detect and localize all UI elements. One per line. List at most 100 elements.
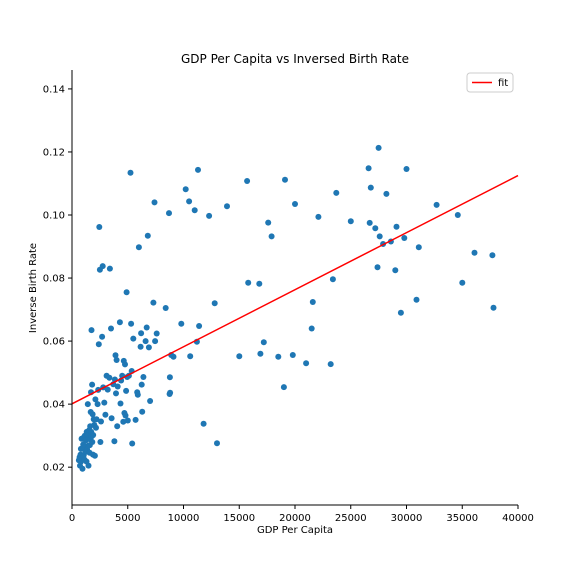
data-point [393,223,400,230]
data-point [129,440,136,447]
data-point [268,233,275,240]
plot-area [71,144,519,472]
data-point [122,361,128,368]
data-point [91,452,98,459]
data-point [123,387,130,394]
x-tick-label: 0 [69,513,75,524]
data-point [454,212,461,218]
y-tick-label: 0.02 [43,463,65,474]
x-tick-label: 5000 [115,513,140,524]
data-point [374,264,381,271]
data-point [308,325,315,332]
data-point [138,330,145,337]
data-point [191,207,198,214]
data-point [365,165,372,172]
data-point [260,339,267,346]
legend: fit [466,72,514,93]
data-point [413,296,420,303]
data-point [85,462,92,469]
data-point [112,352,119,359]
data-point [245,279,252,286]
x-tick-label: 30000 [391,513,423,524]
data-point [489,252,496,259]
y-tick-label: 0.12 [43,147,65,158]
x-tick-label: 20000 [279,513,311,524]
data-point [98,418,104,425]
data-point [366,219,373,226]
data-point [111,438,118,445]
data-point [244,178,251,184]
x-axis-label: GDP Per Capita [257,525,333,536]
y-tick-label: 0.10 [43,211,65,222]
data-point [256,280,263,287]
data-point [84,401,91,408]
data-point [134,391,141,398]
data-points [75,144,497,472]
y-tick-label: 0.04 [43,400,65,411]
data-point [329,276,336,283]
data-point [106,374,113,381]
data-point [90,432,97,438]
fit-line [71,174,519,405]
data-point [392,267,399,274]
data-point [490,304,497,311]
data-point [116,319,123,326]
data-point [367,184,374,191]
data-point [182,186,189,193]
data-point [333,189,340,196]
data-point [113,357,120,363]
data-point [114,423,121,430]
data-point [196,323,203,329]
data-point [315,213,322,220]
y-tick-label: 0.08 [43,274,65,285]
data-point [92,396,99,403]
data-point [144,232,151,239]
data-point [108,415,115,422]
data-point [97,439,104,445]
x-tick-label: 15000 [223,513,255,524]
data-point [151,199,158,206]
data-point [127,169,134,176]
data-point [166,210,172,217]
data-point [170,353,177,360]
data-point [397,309,404,316]
data-point [206,212,213,219]
data-point [143,324,150,331]
data-point [135,244,142,251]
data-point [214,440,220,447]
data-point [94,401,101,408]
data-point [113,390,119,397]
data-point [123,289,130,296]
data-point [415,244,422,251]
data-point [236,353,243,360]
data-point [96,224,103,230]
data-point [132,416,139,423]
data-point [93,416,100,423]
data-point [257,350,264,357]
data-point [401,235,408,241]
data-point [89,439,96,445]
data-point [101,399,108,406]
data-point [99,263,106,270]
data-point [289,352,296,358]
data-point [292,201,298,207]
data-point [142,338,149,345]
data-point [89,381,96,388]
data-point [130,335,137,342]
data-point [120,418,127,425]
data-point [138,381,145,388]
data-point [122,412,129,419]
data-point [327,361,334,368]
data-point [88,327,95,334]
data-point [104,386,111,393]
data-point [303,360,310,367]
data-point [140,374,147,380]
data-point [282,176,288,183]
x-tick-label: 40000 [502,513,534,524]
data-point [99,333,106,340]
data-point [167,389,174,396]
data-point [347,218,354,225]
data-point [106,265,113,272]
fit-line-layer [71,174,519,405]
legend-fit-label: fit [498,78,508,89]
